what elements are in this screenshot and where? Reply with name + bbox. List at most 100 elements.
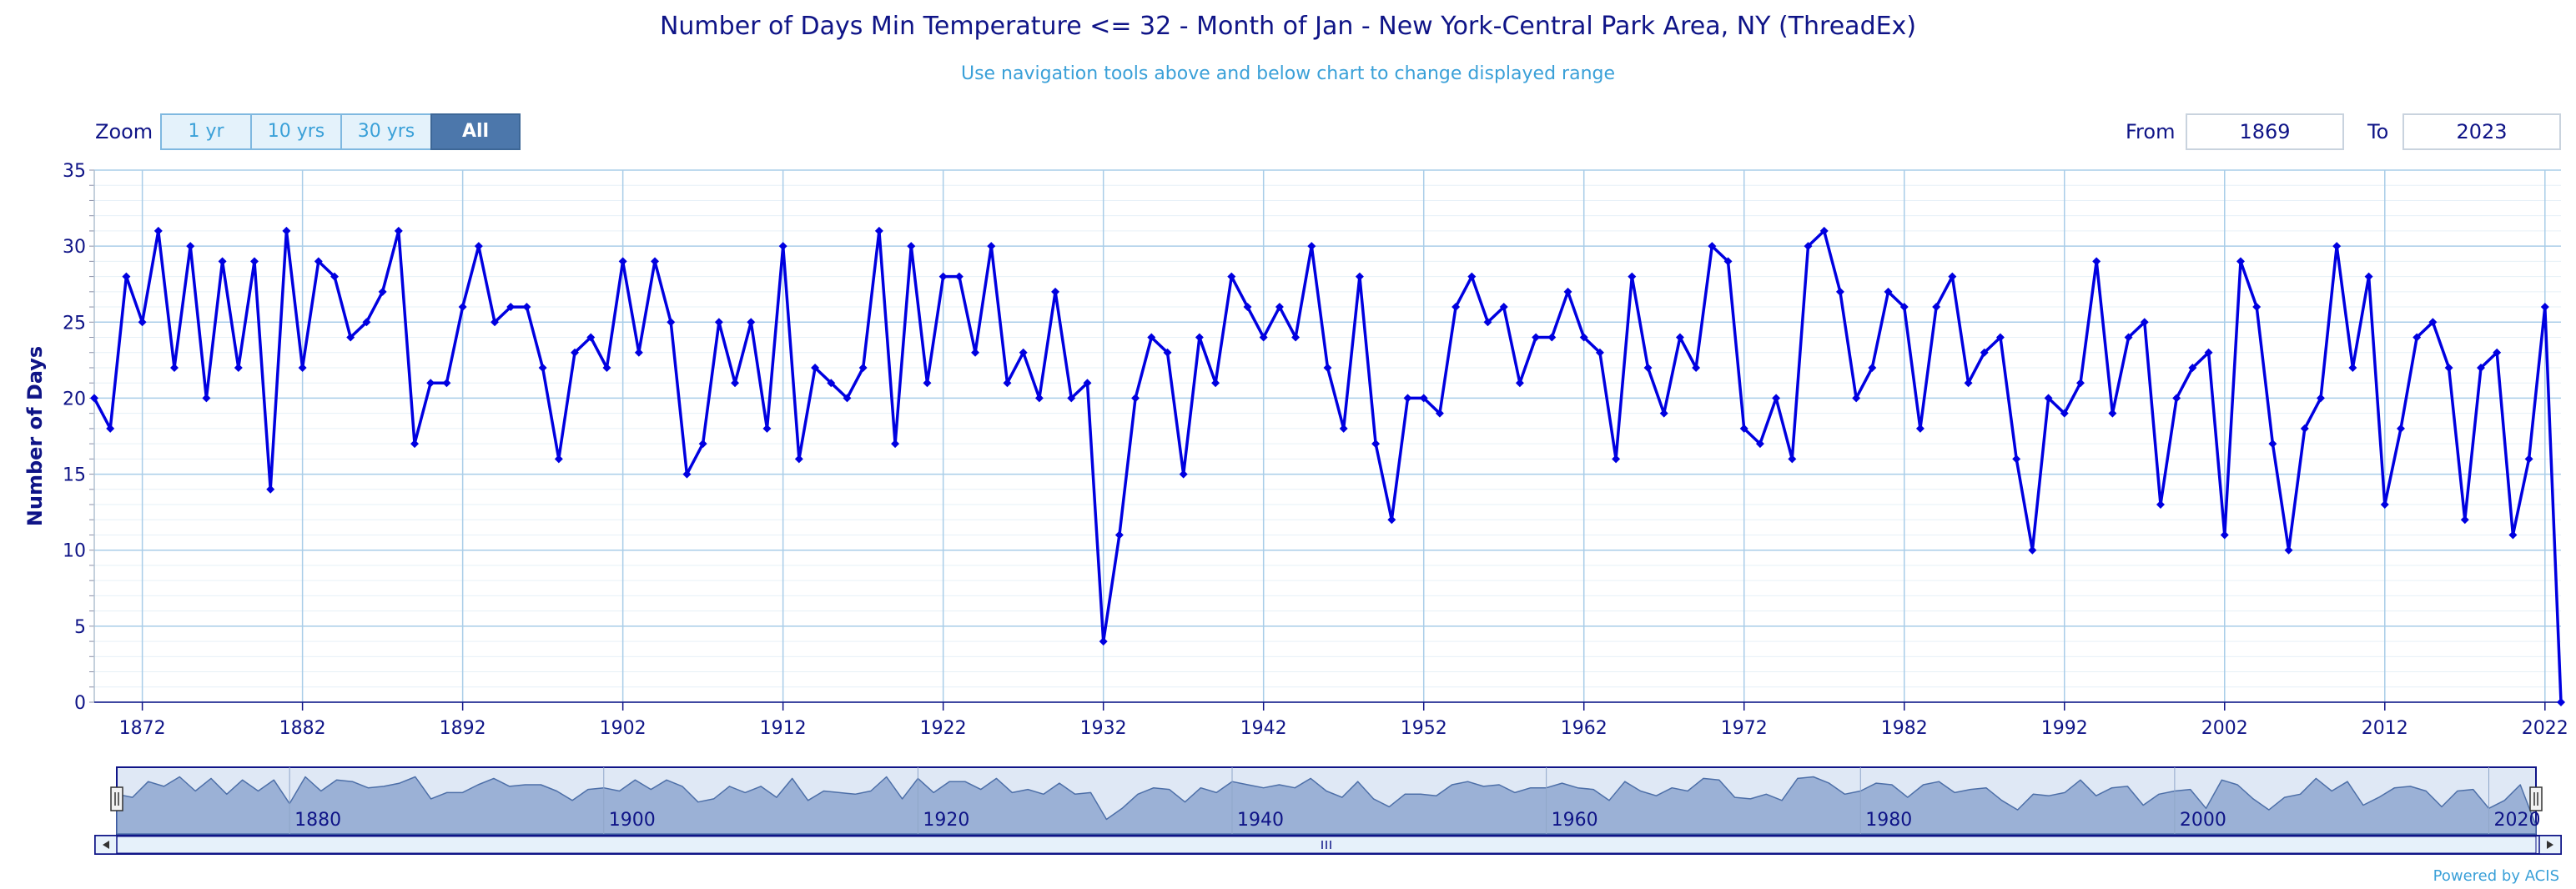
- data-point: [667, 318, 676, 327]
- data-point: [250, 257, 259, 266]
- navigator-tick-label: 1900: [609, 810, 656, 831]
- data-point: [1980, 348, 1989, 357]
- data-point: [2428, 318, 2438, 327]
- chart-title: Number of Days Min Temperature <= 32 - M…: [659, 12, 1917, 41]
- data-point: [1019, 348, 1028, 357]
- navigator-tick-label: 2000: [2180, 810, 2226, 831]
- y-tick-label: 35: [63, 161, 86, 182]
- navigator-right-handle[interactable]: [2529, 786, 2543, 811]
- navigator-scrollbar-track: [94, 835, 2562, 855]
- data-point: [874, 226, 883, 235]
- data-point: [1499, 303, 1508, 312]
- data-point: [1339, 424, 1348, 433]
- data-point: [2124, 333, 2133, 342]
- data-point: [202, 394, 211, 403]
- data-point: [1131, 394, 1140, 403]
- navigator-tick-label: 1920: [923, 810, 969, 831]
- data-point: [1612, 455, 1621, 464]
- data-point: [1419, 394, 1428, 403]
- data-point: [1852, 394, 1861, 403]
- x-tick-label: 1912: [760, 718, 807, 739]
- data-point: [1371, 439, 1381, 449]
- navigator-tick-label: 2020: [2494, 810, 2541, 831]
- data-point: [410, 439, 420, 449]
- data-point: [90, 394, 98, 403]
- data-point: [2316, 394, 2325, 403]
- range-to-label: To: [2367, 120, 2389, 143]
- data-point: [1675, 333, 1684, 342]
- data-point: [1595, 348, 1604, 357]
- data-point: [1995, 333, 2005, 342]
- navigator-tick-label: 1980: [1865, 810, 1912, 831]
- data-point: [1723, 257, 1733, 266]
- data-point: [923, 379, 932, 388]
- data-point: [794, 455, 803, 464]
- y-tick-label: 15: [63, 465, 86, 486]
- data-point: [138, 318, 147, 327]
- navigator-background: [116, 766, 2537, 835]
- data-point: [522, 303, 531, 312]
- data-point: [571, 348, 580, 357]
- x-tick-label: 1972: [1721, 718, 1768, 739]
- credit-link[interactable]: Powered by ACIS: [2433, 867, 2559, 885]
- y-tick-label: 20: [63, 389, 86, 409]
- data-point: [1532, 333, 1541, 342]
- data-point: [2412, 333, 2422, 342]
- x-tick-label: 1942: [1240, 718, 1287, 739]
- range-from-label: From: [2126, 120, 2176, 143]
- navigator-scrollbar-thumb[interactable]: [116, 836, 2537, 854]
- data-point: [1643, 363, 1653, 372]
- data-point: [843, 394, 852, 403]
- data-point: [106, 424, 115, 433]
- data-point: [218, 257, 227, 266]
- range-from-input[interactable]: [2186, 113, 2344, 150]
- x-tick-label: 2022: [2522, 718, 2568, 739]
- data-point: [1628, 272, 1637, 281]
- data-point: [186, 242, 195, 251]
- data-point: [554, 455, 563, 464]
- data-point: [2220, 530, 2229, 540]
- data-point: [2460, 515, 2469, 525]
- data-point: [634, 348, 643, 357]
- data-point: [731, 379, 740, 388]
- data-point: [1835, 287, 1844, 296]
- data-point: [827, 379, 836, 388]
- scroll-right-button[interactable]: [2538, 835, 2562, 855]
- data-point: [1692, 363, 1701, 372]
- scroll-left-button[interactable]: [94, 835, 118, 855]
- zoom-30yrs-button[interactable]: 30 yrs: [340, 113, 432, 150]
- data-point: [1932, 303, 1941, 312]
- data-point: [170, 363, 179, 372]
- y-tick-label: 25: [63, 313, 86, 334]
- data-point: [266, 485, 275, 494]
- data-point: [2396, 424, 2405, 433]
- data-point: [153, 226, 163, 235]
- data-point: [987, 242, 996, 251]
- zoom-10yrs-button[interactable]: 10 yrs: [250, 113, 342, 150]
- x-tick-label: 1882: [279, 718, 326, 739]
- y-tick-label: 0: [74, 693, 86, 714]
- zoom-all-button[interactable]: All: [430, 113, 521, 150]
- data-point: [1964, 379, 1973, 388]
- data-point: [1083, 379, 1092, 388]
- data-point: [491, 318, 500, 327]
- data-point: [1563, 287, 1572, 296]
- navigator-left-handle[interactable]: [110, 786, 123, 811]
- data-point: [651, 257, 660, 266]
- data-point: [474, 242, 483, 251]
- range-to-input[interactable]: [2402, 113, 2561, 150]
- data-point: [1868, 363, 1877, 372]
- data-point: [1948, 272, 1957, 281]
- x-tick-label: 1952: [1401, 718, 1447, 739]
- data-point: [586, 333, 596, 342]
- data-point: [1915, 424, 1924, 433]
- data-point: [2348, 363, 2357, 372]
- data-point: [234, 363, 243, 372]
- chevron-right-icon: [2547, 841, 2553, 849]
- data-point: [2236, 257, 2245, 266]
- x-tick-label: 1922: [920, 718, 967, 739]
- data-point: [2300, 424, 2309, 433]
- data-point: [1708, 242, 1717, 251]
- data-point: [506, 303, 516, 312]
- data-point: [2476, 363, 2485, 372]
